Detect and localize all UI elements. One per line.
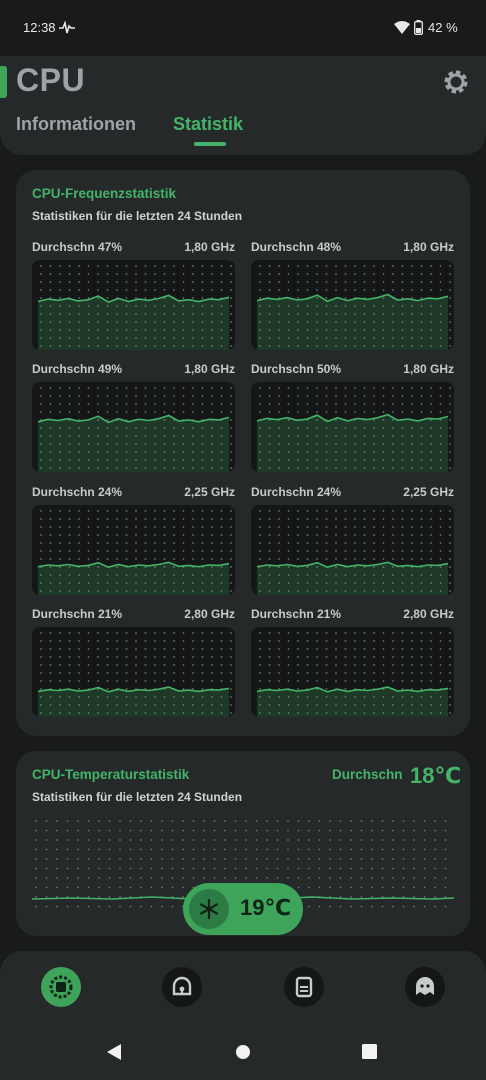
core-frequency-area [38, 687, 229, 717]
core-average-label: Durchschn 21% [32, 607, 123, 621]
core-frequency-area [257, 562, 448, 595]
current-temperature-value: 19℃ [240, 895, 292, 920]
core-frequency-area [257, 687, 448, 717]
core-frequency-chart [32, 260, 235, 350]
core-frequency-area [38, 415, 229, 472]
nav-temperature[interactable] [162, 967, 202, 1007]
core-frequency-chart [251, 382, 454, 472]
core-frequency-area [38, 295, 229, 350]
tab-informationen[interactable]: Informationen [16, 114, 136, 134]
core-average-label: Durchschn 24% [251, 485, 342, 499]
core-frequency-value: 1,80 GHz [184, 362, 235, 376]
core-frequency-chart [32, 382, 235, 472]
core-frequency-chart [251, 505, 454, 595]
tab-statistik[interactable]: Statistik [173, 114, 244, 134]
cpu-chip-icon [49, 975, 73, 999]
back-icon[interactable] [106, 1043, 122, 1061]
ghost-icon [416, 977, 434, 995]
temperature-average-label: Durchschn [332, 767, 403, 782]
temperature-average-value: 18℃ [410, 763, 462, 788]
core-frequency-value: 1,80 GHz [403, 362, 454, 376]
core-frequency-line [256, 686, 449, 693]
core-frequency-area [257, 414, 448, 472]
battery-percent: 42 % [428, 20, 458, 35]
frequency-card-title: CPU-Frequenzstatistik [32, 186, 177, 201]
core-average-label: Durchschn 21% [251, 607, 342, 621]
home-icon[interactable] [235, 1044, 251, 1060]
wifi-icon [394, 21, 410, 34]
active-tab-indicator [194, 142, 226, 146]
core-frequency-line [256, 561, 449, 569]
temperature-card-title: CPU-Temperaturstatistik [32, 767, 190, 782]
status-time: 12:38 [23, 20, 56, 35]
recents-icon[interactable] [362, 1044, 377, 1059]
core-frequency-chart [251, 627, 454, 717]
core-frequency-line [256, 293, 449, 303]
snowflake-button[interactable] [189, 889, 229, 929]
nav-cpu[interactable] [41, 967, 81, 1007]
core-frequency-line [256, 413, 449, 423]
page-title: CPU [16, 62, 86, 98]
core-frequency-value: 1,80 GHz [403, 240, 454, 254]
gear-icon[interactable] [442, 68, 470, 96]
core-frequency-line [37, 294, 230, 303]
core-frequency-line [37, 414, 230, 424]
core-frequency-area [257, 294, 448, 350]
core-average-label: Durchschn 50% [251, 362, 342, 376]
current-temperature-pill[interactable]: 19℃ [183, 883, 303, 935]
thermometer-icon [172, 976, 192, 996]
nav-battery[interactable] [284, 967, 324, 1007]
core-frequency-chart [251, 260, 454, 350]
core-frequency-value: 2,25 GHz [184, 485, 235, 499]
battery-status-icon [414, 20, 423, 35]
nav-ghost[interactable] [405, 967, 445, 1007]
frequency-card-subtitle: Statistiken für die letzten 24 Stunden [32, 209, 243, 223]
app-header: CPU Informationen Statistik [0, 56, 486, 155]
core-frequency-value: 2,25 GHz [403, 485, 454, 499]
core-frequency-chart [32, 627, 235, 717]
core-average-label: Durchschn 47% [32, 240, 123, 254]
core-frequency-value: 2,80 GHz [184, 607, 235, 621]
core-frequency-value: 1,80 GHz [184, 240, 235, 254]
title-accent-bar [0, 66, 7, 98]
core-frequency-line [37, 686, 230, 693]
temperature-card-subtitle: Statistiken für die letzten 24 Stunden [32, 790, 243, 804]
core-average-label: Durchschn 24% [32, 485, 123, 499]
core-frequency-chart [32, 505, 235, 595]
system-navigation-bar [0, 1031, 486, 1080]
bottom-navigation [0, 951, 486, 1031]
core-average-label: Durchschn 48% [251, 240, 342, 254]
core-frequency-line [37, 561, 230, 569]
battery-icon [295, 976, 313, 998]
snowflake-icon [200, 898, 218, 920]
cpu-frequency-card: CPU-Frequenzstatistik Statistiken für di… [16, 170, 470, 736]
core-average-label: Durchschn 49% [32, 362, 123, 376]
pulse-icon [59, 21, 75, 34]
core-frequency-area [38, 562, 229, 595]
core-frequency-value: 2,80 GHz [403, 607, 454, 621]
status-bar: 12:38 42 % [0, 0, 486, 56]
